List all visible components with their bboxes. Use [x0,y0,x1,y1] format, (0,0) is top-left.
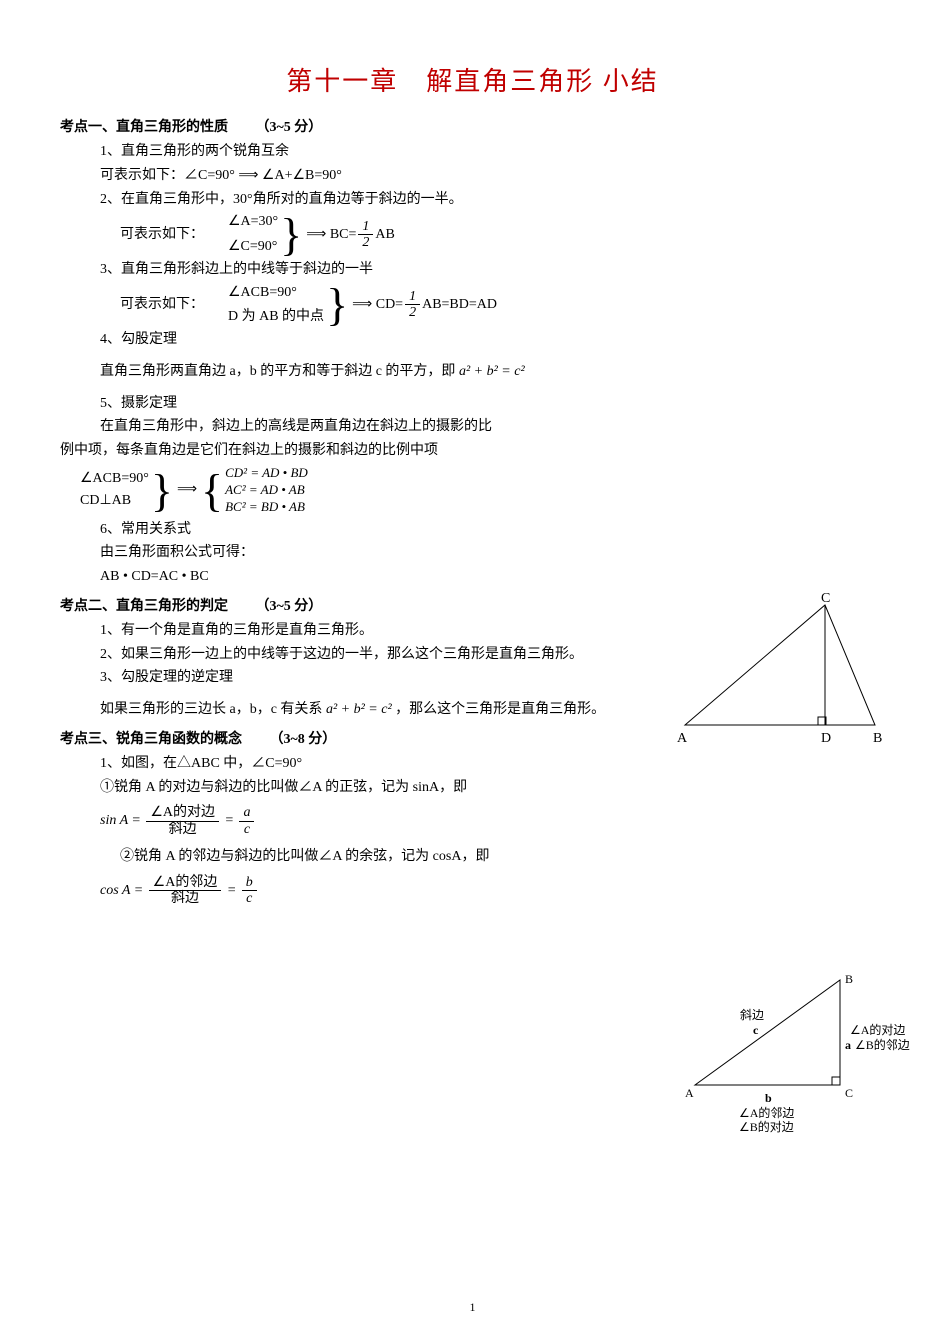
sec3-p1: 1、如图，在△ABC 中，∠C=90° [100,752,885,776]
sec1-p3-impl: ⟹ CD= [352,293,403,317]
sec1-p3-conditions: ∠ACB=90° D 为 AB 的中点 [228,284,324,326]
tri1-A: A [677,727,687,751]
half-num: 1 [405,289,420,305]
triangle-figure-2: A B C 斜边 c ∠A的对边 a ∠B的邻边 b ∠A的邻边 ∠B的对边 [685,965,915,1111]
sec1-p1: 1、直角三角形的两个锐角互余 [100,140,885,164]
cos-left: cos A = [100,883,143,898]
brace-icon: } [280,214,302,255]
triangle1-svg [675,595,895,745]
sec1-p5-eq: ∠ACB=90° CD⊥AB } ⟹ { CD² = AD • BD AC² =… [80,465,885,516]
tri2-opp-a: a [845,1035,851,1055]
chapter-title: 第十一章 解直角三角形 小结 [60,60,885,104]
triangle-figure-1: C A D B [675,595,895,754]
sec2-p3b-eq: a² + b² = c² [326,702,392,717]
sec1-p3-eq: 可表示如下： ∠ACB=90° D 为 AB 的中点 } ⟹ CD= 1 2 A… [120,284,885,326]
sec1-p5-e2: AC² = AD • AB [225,482,308,499]
sec1-p2-impl: ⟹ BC= [306,223,356,247]
tri2-opp2: ∠B的邻边 [855,1035,910,1055]
cos-frac-words: ∠A的邻边 斜边 [149,875,222,907]
half-num: 1 [358,219,373,235]
sec1-p3-rest: AB=BD=AD [422,293,497,317]
sec1-p5-e3: BC² = BD • AB [225,499,308,516]
equals-icon: = [225,813,238,828]
sec2-p3b-a: 如果三角形的三边长 a，b，c 有关系 [100,702,322,717]
brace-icon: } [326,284,348,325]
sec1-p5-right: CD² = AD • BD AC² = AD • AB BC² = BD • A… [225,465,308,516]
sec1-p1b: 可表示如下：∠C=90° ⟹ ∠A+∠B=90° [100,164,885,188]
sec1-p4-eq: a² + b² = c² [459,364,525,379]
sec1-p5-l1: ∠ACB=90° [80,470,149,488]
sin-frac-letters: a c [239,805,254,837]
sec2-points: （3~5 分） [256,599,323,614]
tri1-B: B [873,727,882,751]
cos-frac-letters: b c [242,875,257,907]
sec1-p2-c1: ∠A=30° [228,213,278,231]
sec1-p5: 5、摄影定理 [100,392,885,416]
sec3-points: （3~8 分） [270,732,337,747]
sec1-p2-c2: ∠C=90° [228,238,278,256]
implies-icon: ⟹ [177,478,197,502]
cos-b: b [242,875,257,891]
sec1-p3-pre: 可表示如下： [120,293,204,317]
sec1-p5-l2: CD⊥AB [80,492,149,510]
sin-left: sin A = [100,813,141,828]
tri2-adj2: ∠B的对边 [739,1117,794,1137]
sec1-p6: 6、常用关系式 [100,518,885,542]
sec1-p3-c1: ∠ACB=90° [228,284,324,302]
half-fraction: 1 2 [405,289,420,321]
cos-equation: cos A = ∠A的邻边 斜边 = b c [100,875,885,907]
half-den: 2 [358,235,373,250]
tri2-hyp: 斜边 [740,1005,764,1025]
equals-icon: = [227,883,240,898]
sec1-p2-ab: AB [375,223,394,247]
tri2-hyp-c: c [753,1020,758,1040]
sec1-p5-left: ∠ACB=90° CD⊥AB [80,470,149,510]
sin-c: c [239,822,254,837]
sin-den: 斜边 [146,822,219,837]
left-brace-icon: { [201,470,223,511]
sec1-p6b: 由三角形面积公式可得： [100,541,885,565]
sec1-p5c: 例中项，每条直角边是它们在斜边上的摄影和斜边的比例中项 [60,439,885,463]
cos-den: 斜边 [149,891,222,906]
sec1-p2: 2、在直角三角形中，30°角所对的直角边等于斜边的一半。 [100,188,885,212]
sec1-p4-desc: 直角三角形两直角边 a，b 的平方和等于斜边 c 的平方，即 a² + b² =… [100,360,885,384]
half-fraction: 1 2 [358,219,373,251]
sec1-p5b: 在直角三角形中，斜边上的高线是两直角边在斜边上的摄影的比 [100,415,885,439]
page-number: 1 [0,1297,945,1317]
sec1-p5-e1: CD² = AD • BD [225,465,308,482]
cos-num: ∠A的邻边 [149,875,222,891]
sin-num: ∠A的对边 [146,805,219,821]
sec1-points: （3~5 分） [256,120,323,135]
tri1-C: C [821,587,830,611]
cos-c: c [242,891,257,906]
sec1-p2-pre: 可表示如下： [120,223,204,247]
sec1-p4: 4、勾股定理 [100,328,885,352]
sec3-head-text: 考点三、锐角三角函数的概念 [60,732,242,747]
sin-equation: sin A = ∠A的对边 斜边 = a c [100,805,885,837]
sec1-head: 考点一、直角三角形的性质 （3~5 分） [60,116,885,140]
brace-icon: } [151,470,173,511]
sec3-p2: ①锐角 A 的对边与斜边的比叫做∠A 的正弦，记为 sinA，即 [100,776,885,800]
sec1-p4-text: 直角三角形两直角边 a，b 的平方和等于斜边 c 的平方，即 [100,364,455,379]
tri2-A: A [685,1083,694,1103]
sin-frac-words: ∠A的对边 斜边 [146,805,219,837]
sec1-head-text: 考点一、直角三角形的性质 [60,120,228,135]
sec2-p3b-b: ，那么这个三角形是直角三角形。 [395,702,605,717]
sec1-p6c: AB • CD=AC • BC [100,565,885,589]
tri2-C: C [845,1083,853,1103]
half-den: 2 [405,305,420,320]
sec2-head-text: 考点二、直角三角形的判定 [60,599,228,614]
tri2-B: B [845,969,853,989]
sec1-p3-c2: D 为 AB 的中点 [228,308,324,326]
sin-a: a [239,805,254,821]
sec1-p3: 3、直角三角形斜边上的中线等于斜边的一半 [100,258,885,282]
sec3-p3: ②锐角 A 的邻边与斜边的比叫做∠A 的余弦，记为 cosA，即 [120,845,885,869]
tri1-D: D [821,727,831,751]
sec1-p2-conditions: ∠A=30° ∠C=90° [228,213,278,255]
sec1-p2-eq: 可表示如下： ∠A=30° ∠C=90° } ⟹ BC= 1 2 AB [120,213,885,255]
